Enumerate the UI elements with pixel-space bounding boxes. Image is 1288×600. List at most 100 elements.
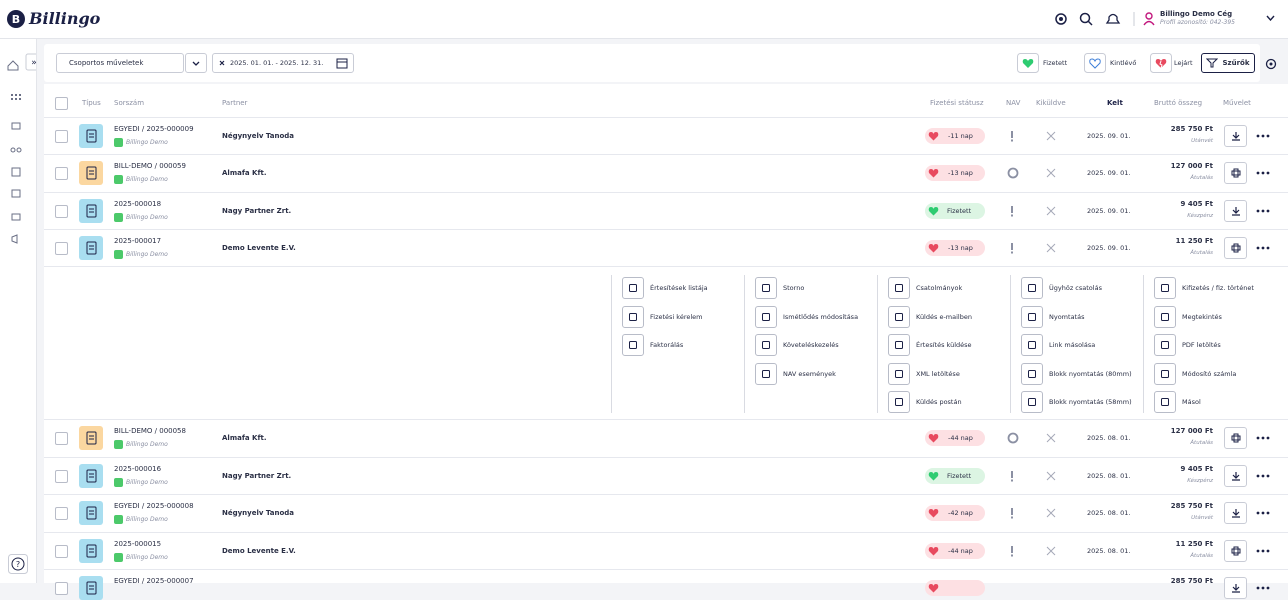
row-checkbox[interactable] [55, 545, 68, 558]
more-actions[interactable] [1256, 549, 1270, 553]
column-header[interactable]: Kelt [1107, 99, 1123, 107]
menu-item[interactable]: XML letöltése [916, 369, 960, 378]
bulk-actions-dropdown[interactable] [185, 53, 207, 73]
row-checkbox[interactable] [55, 130, 68, 143]
row-checkbox[interactable] [55, 432, 68, 445]
column-header[interactable]: Partner [222, 99, 248, 107]
menu-item[interactable]: Módosító számla [1182, 369, 1237, 378]
menu-icon[interactable] [888, 277, 910, 299]
menu-item[interactable]: Blokk nyomtatás (80mm) [1049, 369, 1132, 378]
more-actions[interactable] [1256, 134, 1270, 138]
menu-icon[interactable] [888, 334, 910, 356]
row-action[interactable] [1224, 200, 1247, 222]
menu-icon[interactable] [755, 362, 777, 385]
invoice-number[interactable]: BILL-DEMO / 000058 [114, 427, 186, 435]
menu-item[interactable]: Nyomtatás [1049, 312, 1085, 321]
menu-item[interactable]: NAV események [783, 369, 836, 378]
menu-icon[interactable] [1154, 391, 1176, 413]
header-icons[interactable] [1054, 12, 1144, 26]
more-actions[interactable] [1256, 511, 1270, 515]
more-actions[interactable] [1256, 171, 1270, 175]
help-button[interactable]: ? [8, 554, 28, 574]
partner[interactable]: Almafa Kft. [222, 434, 267, 442]
partner[interactable]: Almafa Kft. [222, 169, 267, 177]
menu-icon[interactable] [1021, 362, 1043, 385]
partner[interactable]: Demo Levente E.V. [222, 547, 296, 555]
menu-item[interactable]: Értesítés küldése [916, 341, 972, 349]
menu-item[interactable]: Másol [1182, 398, 1201, 406]
menu-icon[interactable] [622, 277, 644, 299]
menu-icon[interactable] [755, 277, 777, 299]
more-actions[interactable] [1256, 436, 1270, 440]
calendar-icon[interactable] [336, 57, 348, 69]
row-action[interactable] [1224, 540, 1247, 562]
column-header[interactable]: Típus [82, 99, 101, 107]
menu-icon[interactable] [1021, 305, 1043, 328]
menu-item[interactable]: Küldés e-mailben [916, 312, 972, 321]
invoice-number[interactable]: EGYEDI / 2025-000009 [114, 125, 194, 133]
row-checkbox[interactable] [55, 470, 68, 483]
invoice-number[interactable]: BILL-DEMO / 000059 [114, 162, 186, 170]
menu-item[interactable]: PDF letöltés [1182, 341, 1221, 349]
header-checkbox[interactable] [55, 97, 68, 110]
partner[interactable]: Demo Levente E.V. [222, 244, 296, 252]
menu-item[interactable]: Fizetési kérelem [650, 312, 703, 321]
more-actions[interactable] [1256, 586, 1270, 590]
row-action[interactable] [1224, 465, 1247, 487]
menu-item[interactable]: Blokk nyomtatás (58mm) [1049, 398, 1132, 406]
menu-icon[interactable] [622, 305, 644, 328]
menu-icon[interactable] [1154, 305, 1176, 328]
row-checkbox[interactable] [55, 242, 68, 255]
partner[interactable]: Nagy Partner Zrt. [222, 207, 292, 215]
partner[interactable]: Nagy Partner Zrt. [222, 472, 292, 480]
profile-dropdown[interactable] [1266, 15, 1275, 21]
menu-icon[interactable] [1154, 277, 1176, 299]
bulk-actions[interactable]: Csoportos műveletek [56, 53, 184, 73]
filter-paid[interactable]: Fizetett [1017, 53, 1071, 73]
menu-icon[interactable] [1021, 391, 1043, 413]
column-header[interactable]: Művelet [1223, 99, 1251, 107]
user-icon[interactable] [1143, 12, 1155, 26]
row-checkbox[interactable] [55, 582, 68, 595]
column-header[interactable]: Fizetési státusz [930, 99, 984, 107]
row-action[interactable] [1224, 125, 1247, 147]
column-header[interactable]: Kiküldve [1036, 99, 1066, 107]
menu-icon[interactable] [1154, 334, 1176, 356]
more-actions[interactable] [1256, 246, 1270, 250]
invoice-number[interactable]: 2025-000017 [114, 237, 162, 245]
row-checkbox[interactable] [55, 167, 68, 180]
menu-item[interactable]: Megtekintés [1182, 312, 1222, 321]
settings-icon[interactable] [1265, 58, 1277, 70]
menu-icon[interactable] [755, 334, 777, 356]
column-header[interactable]: NAV [1006, 99, 1021, 107]
menu-icon[interactable] [888, 305, 910, 328]
invoice-number[interactable]: 2025-000015 [114, 540, 162, 548]
menu-icon[interactable] [755, 305, 777, 328]
row-action[interactable] [1224, 577, 1247, 599]
menu-item[interactable]: Ügyhöz csatolás [1049, 284, 1102, 292]
menu-item[interactable]: Ismétlődés módosítása [783, 312, 859, 321]
menu-item[interactable]: Követeléskezelés [783, 341, 839, 349]
partner[interactable]: Négynyelv Tanoda [222, 132, 294, 140]
menu-icon[interactable] [1154, 362, 1176, 385]
menu-icon[interactable] [888, 362, 910, 385]
menu-item[interactable]: Link másolása [1049, 341, 1096, 349]
more-actions[interactable] [1256, 474, 1270, 478]
menu-item[interactable]: Értesítések listája [650, 284, 708, 292]
more-actions[interactable] [1256, 209, 1270, 213]
row-action[interactable] [1224, 162, 1247, 184]
invoice-number[interactable]: EGYEDI / 2025-000008 [114, 502, 194, 510]
menu-item[interactable]: Kifizetés / fiz. történet [1182, 284, 1254, 292]
partner[interactable]: Négynyelv Tanoda [222, 509, 294, 517]
row-action[interactable] [1224, 237, 1247, 259]
row-checkbox[interactable] [55, 507, 68, 520]
date-range-chip[interactable]: 2025. 01. 01. - 2025. 12. 31. [212, 53, 354, 73]
invoice-number[interactable]: 2025-000018 [114, 200, 162, 208]
row-action[interactable] [1224, 427, 1247, 449]
column-header[interactable]: Sorszám [114, 99, 145, 107]
menu-item[interactable]: Storno [783, 284, 805, 292]
filters-button[interactable]: Szűrők [1201, 53, 1255, 73]
invoice-number[interactable]: EGYEDI / 2025-000007 [114, 577, 194, 585]
menu-item[interactable]: Küldés postán [916, 398, 962, 406]
filter-overdue[interactable]: Lejárt [1150, 53, 1196, 73]
